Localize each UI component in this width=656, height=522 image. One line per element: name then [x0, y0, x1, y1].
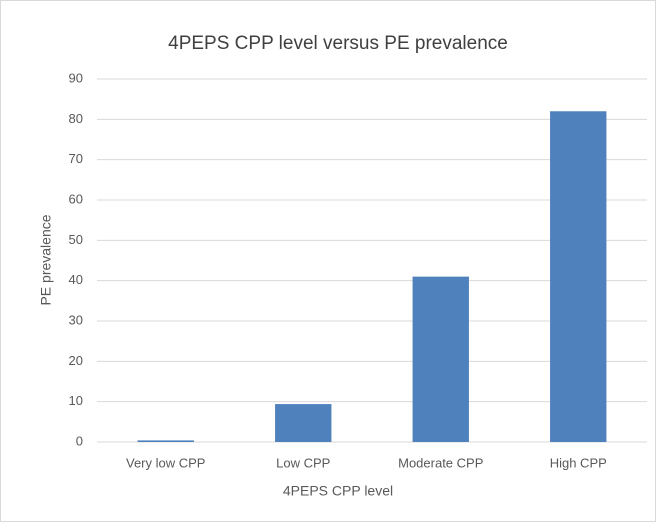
y-tick-label: 40	[69, 272, 83, 287]
chart-title: 4PEPS CPP level versus PE prevalence	[168, 33, 508, 54]
x-axis-title: 4PEPS CPP level	[283, 483, 393, 499]
y-tick-label: 50	[69, 232, 83, 247]
y-tick-label: 60	[69, 191, 83, 206]
y-tick-label: 20	[69, 353, 83, 368]
bar	[137, 440, 194, 442]
x-tick-label: Very low CPP	[126, 455, 205, 470]
y-tick-label: 0	[76, 433, 83, 448]
bar	[275, 404, 332, 442]
y-tick-label: 10	[69, 393, 83, 408]
y-tick-label: 80	[69, 111, 83, 126]
x-tick-label: Low CPP	[276, 455, 330, 470]
y-tick-label: 30	[69, 312, 83, 327]
y-axis-title: PE prevalence	[38, 214, 54, 305]
x-tick-label: Moderate CPP	[398, 455, 483, 470]
x-tick-label: High CPP	[550, 455, 607, 470]
bar	[412, 276, 469, 442]
bar	[550, 111, 607, 443]
y-tick-label: 90	[69, 70, 83, 85]
y-tick-label: 70	[69, 151, 83, 166]
